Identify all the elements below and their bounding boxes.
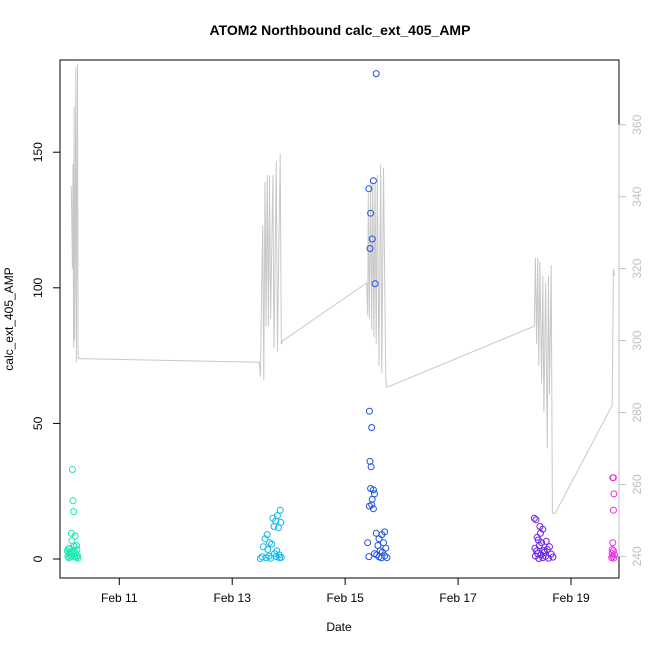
data-point — [263, 531, 271, 539]
data-point — [535, 542, 543, 549]
y-axis-label: calc_ext_405_AMP — [2, 267, 16, 370]
y-tick-label: 100 — [31, 277, 45, 297]
data-point — [532, 516, 540, 524]
data-point — [70, 508, 78, 516]
secondary-series-line — [70, 63, 615, 514]
x-tick-label: Feb 15 — [326, 591, 364, 605]
data-point — [609, 539, 617, 547]
data-point — [68, 466, 76, 473]
plot-area-frame — [59, 59, 620, 579]
data-point — [368, 235, 376, 243]
data-point — [364, 539, 372, 547]
data-point — [382, 544, 390, 552]
data-point — [365, 407, 373, 415]
data-point — [369, 486, 377, 494]
data-point — [549, 553, 557, 561]
x-tick-label: Feb 13 — [214, 591, 252, 605]
data-point — [369, 505, 377, 513]
x-tick-label: Feb 19 — [552, 591, 590, 605]
data-point — [535, 555, 543, 562]
data-point — [537, 529, 544, 537]
data-point — [66, 548, 74, 556]
data-point — [540, 547, 548, 555]
data-point — [273, 547, 281, 555]
data-point — [276, 554, 284, 562]
x-axis-label: Date — [326, 620, 352, 634]
data-point — [610, 554, 618, 562]
data-point — [69, 497, 77, 505]
y2-tick-label: 280 — [630, 402, 644, 422]
data-point — [608, 546, 616, 553]
y-axis-right: 240 260 280 300 320 340 360 — [618, 114, 644, 566]
y2-tick-label: 340 — [630, 186, 644, 206]
y2-tick-label: 300 — [630, 330, 644, 350]
data-point — [542, 537, 550, 545]
data-point — [365, 553, 373, 561]
data-point — [265, 552, 273, 560]
data-point — [273, 512, 281, 520]
data-point — [534, 550, 542, 558]
data-point — [256, 555, 264, 562]
data-point — [71, 532, 79, 540]
data-point — [368, 424, 376, 431]
data-point — [368, 495, 376, 503]
secondary-line-group — [70, 63, 615, 514]
data-point — [530, 514, 538, 522]
x-tick-label: Feb 17 — [439, 591, 477, 605]
data-point — [372, 70, 380, 78]
y-tick-label: 0 — [31, 555, 45, 562]
data-point — [539, 525, 547, 533]
data-point — [259, 543, 267, 551]
data-point — [378, 548, 386, 556]
y2-tick-label: 360 — [630, 114, 644, 134]
data-point — [610, 490, 618, 498]
data-point — [609, 474, 617, 482]
data-point — [70, 543, 78, 550]
chart-title: ATOM2 Northbound calc_ext_405_AMP — [210, 22, 471, 38]
x-axis: Feb 11 Feb 13 Feb 15 Feb 17 Feb 19 — [101, 577, 590, 605]
data-point — [264, 546, 272, 553]
data-point — [72, 553, 80, 561]
data-point — [276, 506, 284, 514]
data-point — [609, 547, 617, 555]
data-point — [367, 209, 375, 217]
y-tick-label: 50 — [31, 416, 45, 430]
data-point — [383, 554, 391, 562]
y2-tick-label: 240 — [630, 546, 644, 566]
data-point — [68, 537, 76, 545]
data-point — [68, 550, 76, 558]
data-point — [367, 463, 375, 471]
data-point — [365, 185, 373, 193]
data-point — [381, 528, 389, 536]
x-tick-label: Feb 11 — [101, 591, 138, 605]
data-point — [266, 539, 273, 547]
data-point — [366, 245, 374, 252]
data-point — [609, 506, 617, 514]
data-point — [277, 518, 285, 526]
data-point — [371, 280, 379, 288]
data-point — [258, 553, 266, 561]
y2-tick-label: 320 — [630, 258, 644, 278]
data-point — [369, 177, 377, 185]
data-point — [261, 535, 269, 543]
data-point — [546, 543, 553, 551]
points-group — [63, 70, 618, 562]
y-axis-left: 0 50 100 150 — [31, 142, 61, 562]
y2-tick-label: 260 — [630, 474, 644, 494]
data-point — [381, 552, 389, 560]
y-tick-label: 150 — [31, 142, 45, 162]
